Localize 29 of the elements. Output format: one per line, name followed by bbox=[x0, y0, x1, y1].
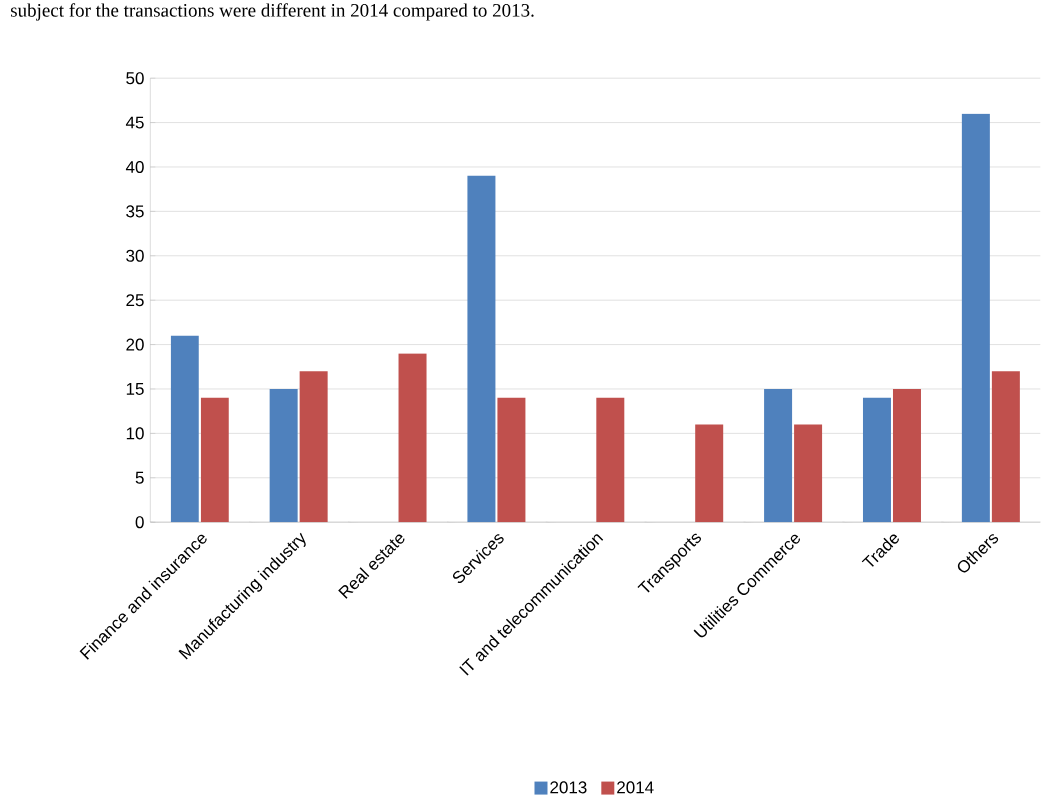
y-tick-label: 45 bbox=[125, 116, 144, 129]
bar bbox=[991, 371, 1020, 523]
bar bbox=[794, 424, 823, 523]
legend-label: 2013 bbox=[550, 781, 587, 794]
y-tick-label: 5 bbox=[135, 471, 144, 484]
bar bbox=[862, 397, 891, 523]
y-tick-label: 35 bbox=[126, 205, 144, 218]
bar bbox=[398, 353, 427, 523]
text: subject for the transactions were different in 2014 compared to 2013. bbox=[10, 3, 534, 21]
bar bbox=[269, 388, 298, 523]
y-tick-label: 0 bbox=[135, 516, 144, 529]
y-tick-label: 25 bbox=[126, 294, 144, 307]
bar bbox=[299, 371, 328, 523]
bar bbox=[695, 424, 724, 523]
y-tick-label: 15 bbox=[126, 383, 144, 395]
y-tick-label: 10 bbox=[126, 427, 144, 440]
bar bbox=[961, 113, 990, 523]
bar bbox=[170, 335, 199, 523]
y-tick-label: 20 bbox=[126, 338, 144, 351]
bar bbox=[892, 388, 921, 523]
y-tick-label: 30 bbox=[126, 249, 144, 262]
bar bbox=[497, 397, 526, 523]
bar bbox=[200, 397, 229, 523]
bar bbox=[596, 397, 625, 523]
bar bbox=[764, 388, 793, 523]
legend-label: 2014 bbox=[617, 781, 654, 794]
y-tick-label: 40 bbox=[125, 160, 144, 173]
bar bbox=[467, 175, 496, 523]
y-tick-label: 50 bbox=[126, 72, 144, 85]
